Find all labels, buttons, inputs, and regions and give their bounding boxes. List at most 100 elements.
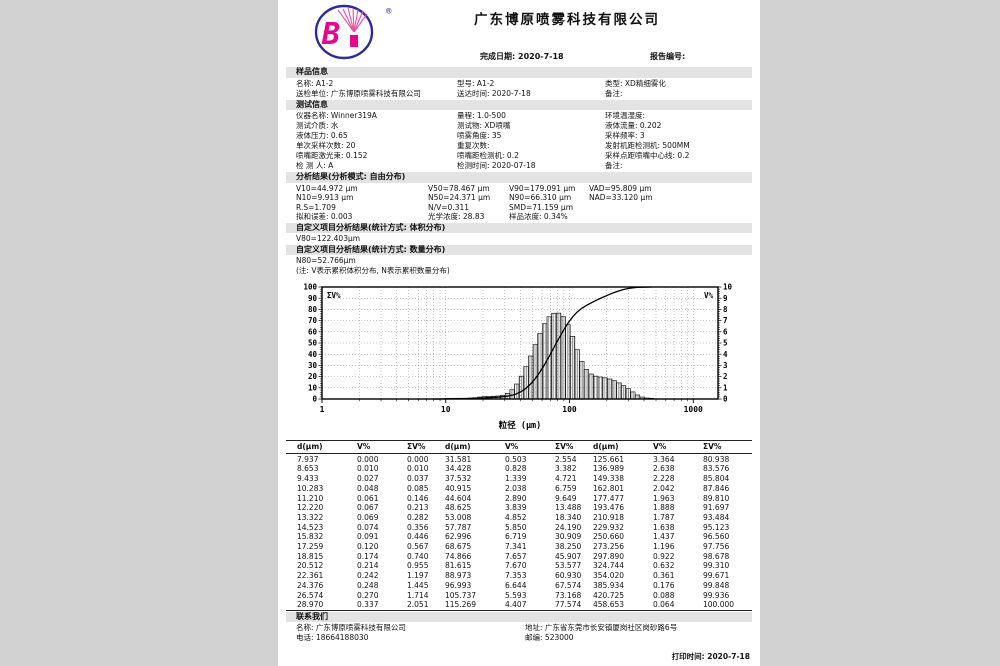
table-cell: 0.027 bbox=[357, 474, 379, 484]
field: 拟和误差: 0.003 bbox=[296, 212, 353, 221]
table-cell: 24.190 bbox=[555, 522, 582, 532]
table-cell: 73.168 bbox=[555, 590, 582, 600]
field: 喷雾角度: 35 bbox=[457, 131, 502, 140]
field: V10=44.972 μm bbox=[296, 183, 358, 193]
table-cell: 17.259 bbox=[297, 542, 324, 552]
table-cell: 97.756 bbox=[703, 542, 730, 552]
table-cell: 6.719 bbox=[505, 532, 527, 542]
field: 液体流量: 0.202 bbox=[605, 121, 662, 130]
svg-text:9: 9 bbox=[723, 294, 728, 303]
table-cell: 0.000 bbox=[407, 454, 429, 464]
report-number: 报告编号: bbox=[650, 52, 686, 61]
table-cell: 83.576 bbox=[703, 464, 730, 474]
table-cell: 297.890 bbox=[593, 551, 625, 561]
svg-text:1: 1 bbox=[320, 405, 325, 414]
table-cell: 0.074 bbox=[357, 522, 379, 532]
distribution-table: d(μm) V% ΣV% d(μm) V% ΣV% d(μm) V% ΣV% 7.937 0.00… bbox=[286, 440, 752, 611]
table-cell: 93.484 bbox=[703, 512, 730, 522]
table-cell: 0.048 bbox=[357, 483, 379, 493]
table-cell: 11.210 bbox=[297, 493, 324, 503]
table-cell: 3.364 bbox=[653, 454, 675, 464]
table-cell: 0.061 bbox=[357, 493, 379, 503]
table-col-header: V% bbox=[505, 442, 519, 451]
table-cell: 53.577 bbox=[555, 561, 582, 571]
field: V50=78.467 μm bbox=[428, 183, 490, 193]
table-cell: 1.339 bbox=[505, 474, 527, 484]
table-cell: 14.523 bbox=[297, 522, 324, 532]
table-cell: 9.433 bbox=[297, 474, 319, 484]
field: R.S=1.709 bbox=[296, 202, 336, 212]
svg-text:粒径 (μm): 粒径 (μm) bbox=[499, 420, 542, 431]
table-row: 17.259 0.120 0.567 68.675 7.341 38.250 273.256… bbox=[286, 542, 752, 552]
table-cell: 13.322 bbox=[297, 512, 324, 522]
table-cell: 354.020 bbox=[593, 571, 625, 581]
field: V90=179.091 μm bbox=[509, 183, 576, 193]
table-cell: 18.340 bbox=[555, 512, 582, 522]
table-cell: 0.067 bbox=[357, 503, 379, 513]
table-cell: 1.445 bbox=[407, 580, 429, 590]
table-cell: 1.888 bbox=[653, 503, 675, 513]
table-row: 24.376 0.248 1.445 96.993 6.644 67.574 385.934… bbox=[286, 581, 752, 591]
field: 光学浓度: 28.83 bbox=[428, 212, 485, 221]
field: SMD=71.159 μm bbox=[509, 202, 573, 212]
distribution-note: (注: V表示累积体积分布, N表示累积数量分布) bbox=[296, 265, 450, 275]
contact-address: 地址: 广东省东莞市长安镇厦岗社区岗砂路6号 bbox=[525, 623, 678, 633]
table-cell: 22.361 bbox=[297, 571, 324, 581]
table-cell: 26.574 bbox=[297, 590, 324, 600]
table-cell: 3.839 bbox=[505, 503, 527, 513]
analysis-grid: V10=44.972 μm V50=78.467 μm V90=179.091 μm… bbox=[278, 184, 760, 222]
table-cell: 149.338 bbox=[593, 474, 625, 484]
table-cell: 0.955 bbox=[407, 561, 429, 571]
svg-text:8: 8 bbox=[723, 305, 728, 314]
svg-text:7: 7 bbox=[723, 316, 728, 325]
table-cell: 1.196 bbox=[653, 542, 675, 552]
table-cell: 98.678 bbox=[703, 551, 730, 561]
table-cell: 0.922 bbox=[653, 551, 675, 561]
field: 送达时间: 2020-7-18 bbox=[457, 88, 531, 98]
field: 备注: bbox=[605, 161, 623, 170]
table-cell: 9.649 bbox=[555, 493, 577, 503]
table-col-header: ΣV% bbox=[407, 442, 426, 451]
table-cell: 177.477 bbox=[593, 493, 625, 503]
table-cell: 2.051 bbox=[407, 600, 429, 610]
contact-row-1: 名称: 广东博原喷雾科技有限公司 地址: 广东省东莞市长安镇厦岗社区岗砂路6号 bbox=[278, 623, 760, 633]
table-cell: 7.657 bbox=[505, 551, 527, 561]
table-cell: 324.744 bbox=[593, 561, 625, 571]
field: 采样频率: 3 bbox=[605, 131, 645, 140]
field: N90=66.310 μm bbox=[509, 193, 572, 202]
svg-text:100: 100 bbox=[562, 405, 577, 414]
table-cell: 0.010 bbox=[357, 464, 379, 474]
table-cell: 0.146 bbox=[407, 493, 429, 503]
table-cell: 0.000 bbox=[357, 454, 379, 464]
table-col-header: d(μm) bbox=[445, 442, 471, 451]
svg-text:0: 0 bbox=[723, 395, 728, 404]
field bbox=[589, 212, 742, 222]
svg-text:30: 30 bbox=[308, 361, 318, 370]
table-cell: 15.832 bbox=[297, 532, 324, 542]
table-cell: 0.356 bbox=[407, 522, 429, 532]
svg-text:1: 1 bbox=[723, 383, 728, 392]
table-cell: 125.661 bbox=[593, 454, 625, 464]
svg-text:2: 2 bbox=[723, 372, 728, 381]
svg-text:40: 40 bbox=[308, 350, 318, 359]
field: 类型: XD精细雾化 bbox=[605, 78, 666, 88]
table-cell: 0.088 bbox=[653, 590, 675, 600]
field bbox=[589, 203, 742, 213]
custom-number-value: N80=52.766μm bbox=[296, 256, 356, 265]
svg-text:80: 80 bbox=[308, 305, 318, 314]
table-cell: 229.932 bbox=[593, 522, 625, 532]
table-cell: 0.361 bbox=[653, 571, 675, 581]
table-cell: 0.091 bbox=[357, 532, 379, 542]
table-cell: 62.996 bbox=[445, 532, 472, 542]
table-cell: 0.828 bbox=[505, 464, 527, 474]
table-cell: 0.120 bbox=[357, 542, 379, 552]
svg-text:3: 3 bbox=[723, 361, 728, 370]
table-cell: 136.989 bbox=[593, 464, 625, 474]
table-cell: 99.848 bbox=[703, 580, 730, 590]
table-cell: 38.250 bbox=[555, 542, 582, 552]
table-cell: 68.675 bbox=[445, 542, 472, 552]
section-title-custom-volume: 自定义项目分析结果(统计方式: 体积分布) bbox=[286, 222, 752, 233]
report-page: B ® 广东博原喷雾科技有限公司 完成日期: 2020-7-18 报告编号: 样… bbox=[278, 0, 760, 666]
section-title-custom-number: 自定义项目分析结果(统计方式: 数量分布) bbox=[286, 244, 752, 255]
